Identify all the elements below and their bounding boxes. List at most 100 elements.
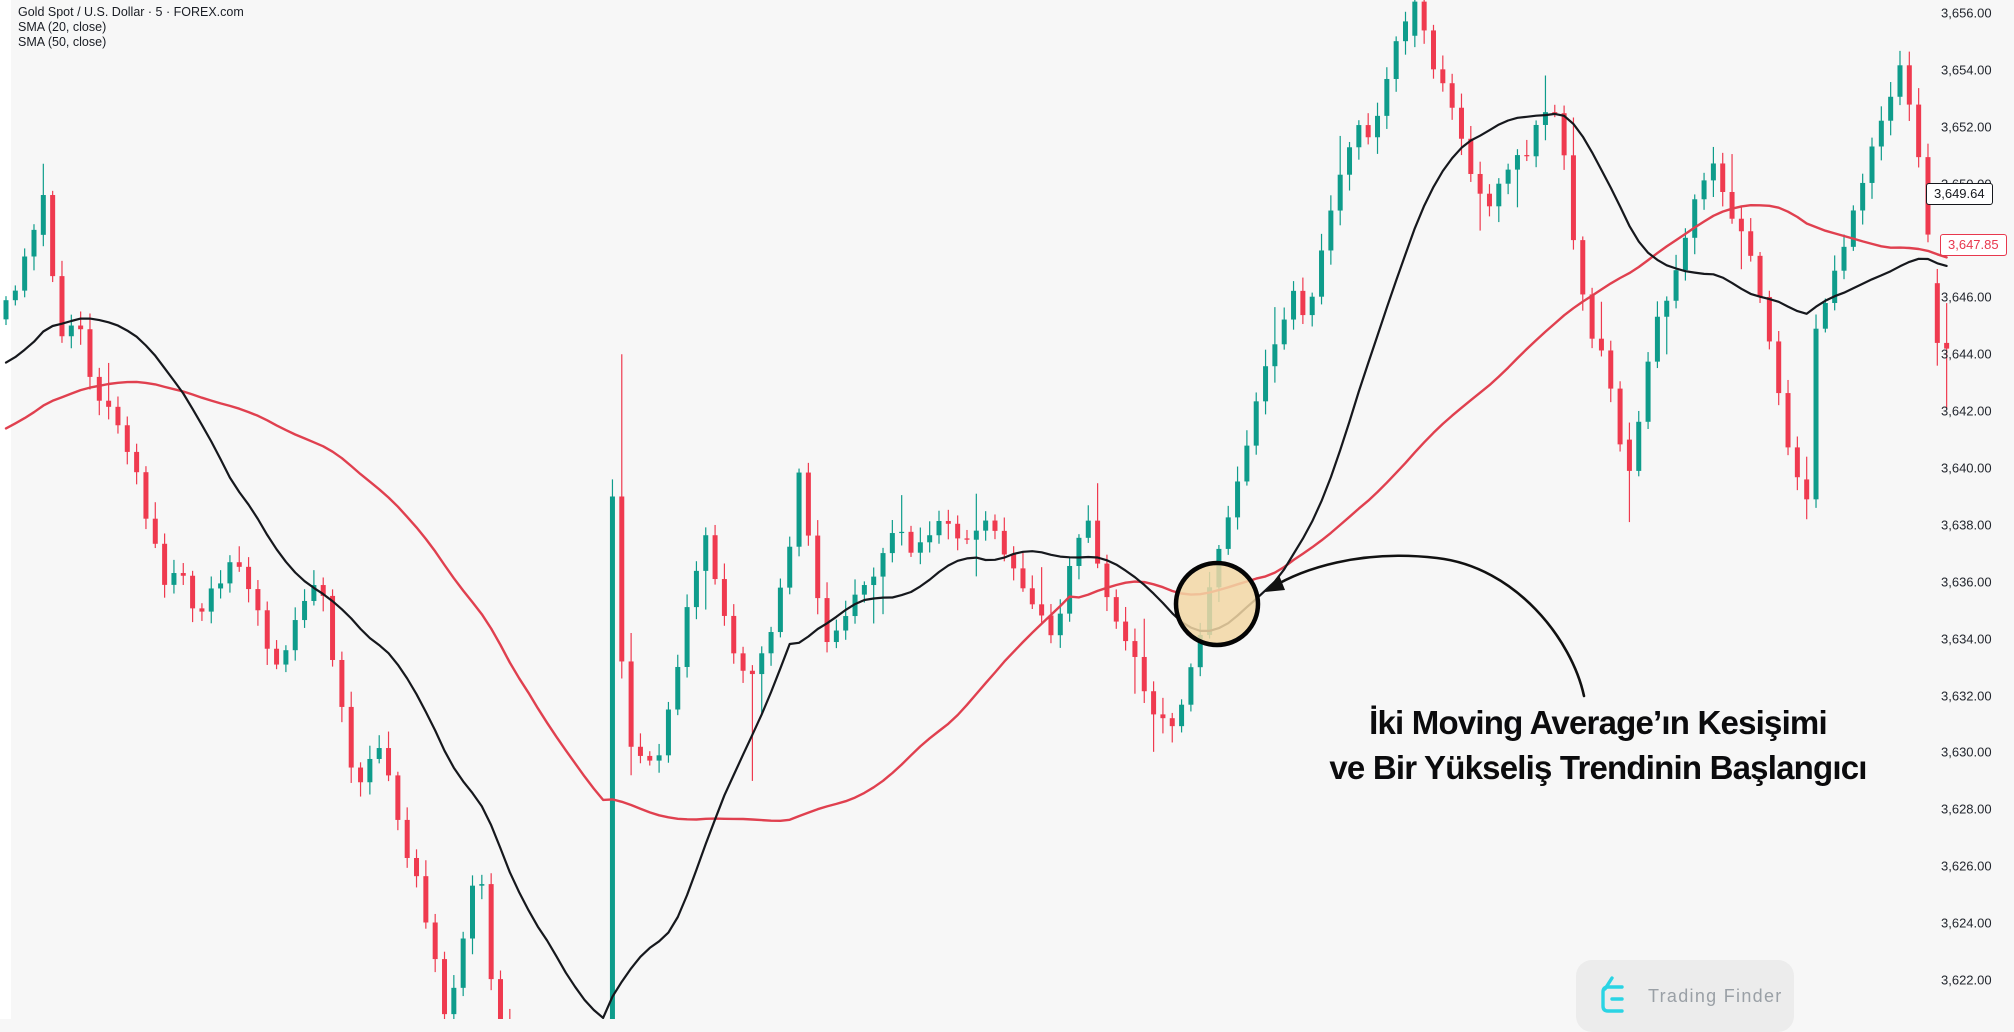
candle-body [1813,328,1819,500]
candle-body [777,587,783,633]
axis-tick-label: 3,654.00 [1941,62,1992,78]
annotation-arrow[interactable] [1269,554,1586,698]
candle-body [1645,361,1651,422]
candle-body [1412,1,1418,36]
candle-body [50,195,56,277]
candle-body [1626,439,1632,471]
candle-body [236,562,242,567]
candle-body [283,650,289,665]
candle-body [1916,104,1922,158]
candle-body [1524,155,1530,157]
candle-body [1263,366,1269,402]
candle-body [358,767,364,783]
candle-body [124,425,130,452]
candle-body [1393,41,1399,79]
candle-body [1906,65,1912,105]
candle-body [749,670,755,675]
candle-body [404,819,410,858]
candle-body [1403,21,1408,42]
candle-body [1291,290,1297,320]
candle-body [152,518,158,544]
candle-body [115,406,121,426]
candle-body [675,666,681,710]
candle-body [768,632,774,654]
candle-body [497,979,503,1019]
annotation-text[interactable]: İki Moving Average’ın Kesişimi ve Bir Yü… [1290,700,1906,790]
candle-body [1039,604,1045,616]
candle-body [1598,338,1604,351]
axis-tick-label: 3,644.00 [1941,346,1992,362]
sma20-price-label: 3,649.64 [1926,182,1993,205]
candle-body [908,531,914,553]
candle-body [302,600,308,621]
candle-body [1934,283,1940,343]
candle-body [619,496,625,662]
candle-body [376,748,382,759]
candle-body [647,755,653,761]
candle-body [1020,568,1026,589]
candle-body [180,573,186,576]
candle-body [246,566,252,590]
candle-body [1169,718,1175,727]
candle-body [442,959,448,1015]
candle-body [264,610,270,649]
candle-body [1356,125,1362,148]
candle-body [1860,182,1866,211]
candle-body [1300,290,1306,316]
candle-body [1944,342,1950,349]
axis-tick-label: 3,624.00 [1941,915,1992,931]
candle-body [955,523,961,539]
candle-body [1132,641,1138,657]
candle-body [703,535,709,571]
candle-body [1617,388,1623,445]
indicator-sma50-label[interactable]: SMA (50, close) [18,35,107,49]
candle-body [1636,421,1642,471]
candle-body [684,607,690,667]
axis-tick-label: 3,646.00 [1941,289,1992,305]
candle-body [1281,319,1287,345]
candle-body [1580,240,1586,295]
candle-body [1151,691,1157,715]
arrowhead-icon [1265,575,1285,592]
candle-body [1766,296,1772,342]
candle-body [824,598,830,643]
candle-body [899,531,905,534]
candle-body [470,885,475,939]
indicator-sma20-label[interactable]: SMA (20, close) [18,20,107,34]
candle-body [973,530,979,540]
candle-body [1113,597,1119,622]
candle-body [1095,520,1101,564]
symbol-title[interactable]: Gold Spot / U.S. Dollar · 5 · FOREX.com [18,5,244,19]
candle-body [1057,613,1063,636]
highlight-circle[interactable] [1173,560,1261,648]
candle-body [1468,138,1474,174]
candle-body [106,400,112,407]
candlestick-layer[interactable] [3,0,1950,1019]
candle-body [12,290,18,301]
candle-body [255,589,261,611]
candle-body [1011,554,1017,569]
candle-body [833,630,839,643]
candle-body [1440,69,1446,84]
candle-body [917,542,923,553]
candle-body [171,573,177,585]
candle-body [787,546,793,588]
sma-20-line[interactable] [4,112,1948,1019]
candle-body [432,922,438,960]
sma-50-line[interactable] [4,204,1948,822]
candle-body [1888,96,1894,121]
candle-body [451,987,457,1015]
candle-body [320,585,326,596]
axis-tick-label: 3,634.00 [1941,631,1992,647]
candle-body [1804,479,1810,500]
candle-body [1319,250,1325,297]
axis-tick-label: 3,636.00 [1941,574,1992,590]
candle-body [1197,634,1203,668]
axis-tick-label: 3,642.00 [1941,403,1992,419]
axis-tick-label: 3,652.00 [1941,119,1992,135]
candle-body [1720,163,1726,192]
chart-legend: Gold Spot / U.S. Dollar · 5 · FOREX.com … [18,5,244,50]
candle-body [731,615,737,654]
candle-body [656,755,662,761]
